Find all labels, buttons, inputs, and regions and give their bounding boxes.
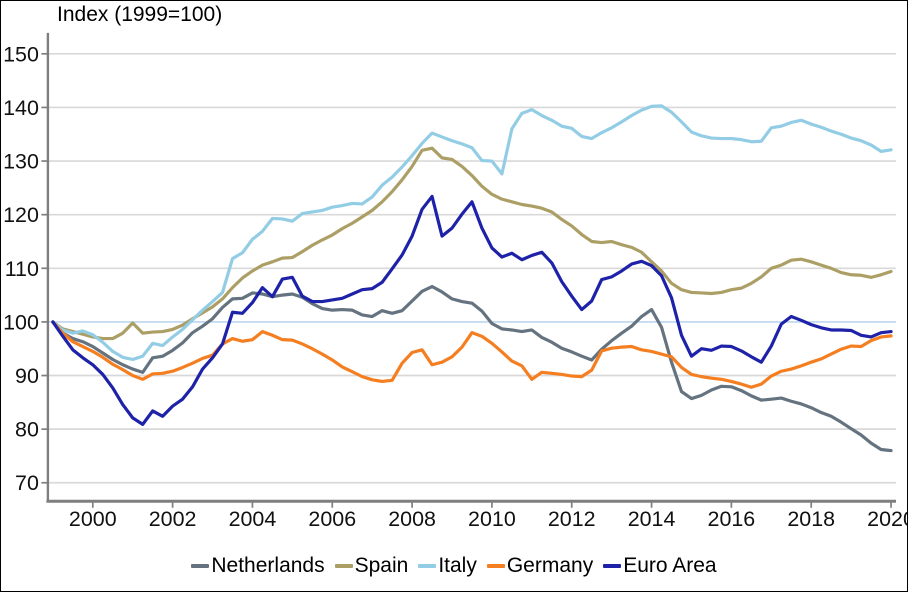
legend-label: Italy <box>438 554 477 577</box>
legend-dash-icon <box>191 564 210 568</box>
legend-dash-icon <box>603 564 622 568</box>
y-tick-label: 80 <box>15 418 39 442</box>
y-tick-label: 100 <box>3 310 39 334</box>
legend-label: Netherlands <box>211 554 325 577</box>
x-tick-label: 2002 <box>149 507 197 531</box>
legend-item-germany: Germany <box>486 554 594 578</box>
x-tick-label: 2020 <box>867 507 907 531</box>
y-tick-label: 130 <box>3 150 39 174</box>
legend-label: Euro Area <box>623 554 717 577</box>
y-tick-label: 150 <box>3 42 39 66</box>
y-tick-label: 90 <box>15 364 39 388</box>
legend-dash-icon <box>418 564 437 568</box>
x-tick-label: 2008 <box>388 507 436 531</box>
legend-label: Germany <box>506 554 594 577</box>
legend-item-netherlands: Netherlands <box>191 554 325 578</box>
series-line-germany <box>51 320 893 389</box>
y-tick-label: 70 <box>15 471 39 495</box>
y-tick-label: 140 <box>3 96 39 120</box>
y-tick-label: 120 <box>3 203 39 227</box>
y-tick-label: 110 <box>5 257 39 281</box>
x-tick-label: 2006 <box>308 507 356 531</box>
x-tick-label: 2012 <box>548 507 596 531</box>
series-line-spain <box>51 146 893 341</box>
x-tick-label: 2000 <box>69 507 117 531</box>
x-tick-label: 2004 <box>229 507 277 531</box>
x-tick-label: 2018 <box>787 507 835 531</box>
series-line-italy <box>51 104 893 362</box>
legend-dash-icon <box>486 564 505 568</box>
legend-dash-icon <box>334 564 353 568</box>
chart-title: Index (1999=100) <box>57 3 223 26</box>
x-tick-label: 2016 <box>708 507 756 531</box>
chart-legend: Netherlands Spain Italy Germany Euro Area <box>1 554 907 578</box>
legend-item-euro-area: Euro Area <box>603 554 717 578</box>
x-tick-label: 2014 <box>628 507 676 531</box>
x-tick-label: 2010 <box>468 507 516 531</box>
legend-label: Spain <box>354 554 409 577</box>
series-line-euro-area <box>51 194 893 426</box>
legend-item-italy: Italy <box>418 554 477 578</box>
series-line-netherlands <box>51 284 893 453</box>
legend-item-spain: Spain <box>334 554 409 578</box>
